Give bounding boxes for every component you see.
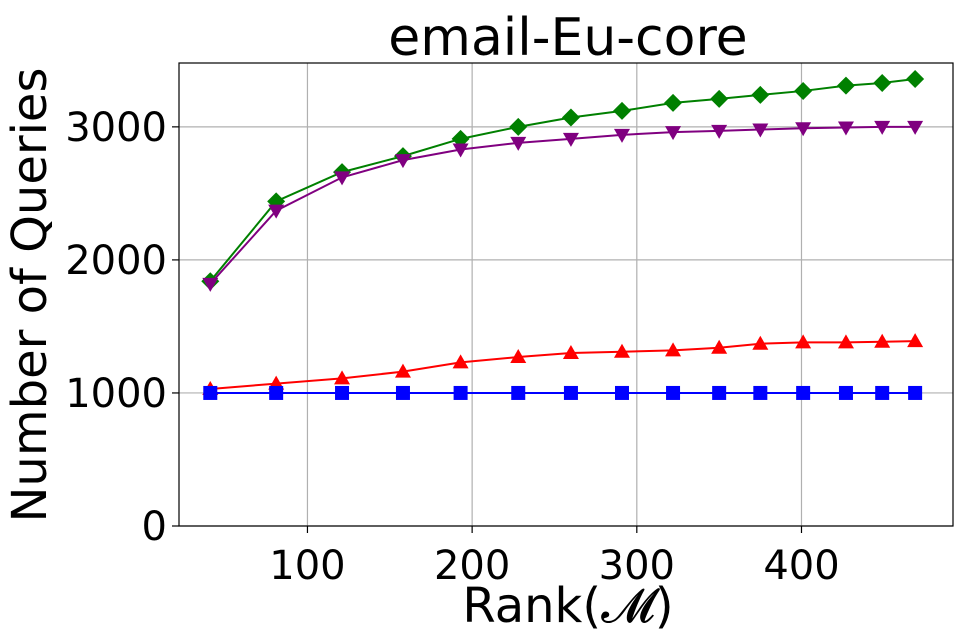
data-point xyxy=(334,171,351,186)
data-point xyxy=(664,93,683,112)
series-triangle-up xyxy=(202,333,924,395)
data-point xyxy=(907,333,924,348)
data-point xyxy=(334,370,351,385)
chart-title: email-Eu-core xyxy=(388,8,747,68)
data-point xyxy=(665,126,682,141)
data-point xyxy=(614,385,629,400)
data-point xyxy=(394,363,411,378)
data-point xyxy=(510,349,527,364)
data-point xyxy=(453,385,468,400)
data-point xyxy=(509,117,528,136)
data-point xyxy=(836,76,855,95)
data-point xyxy=(837,121,854,136)
series-diamond xyxy=(201,69,925,291)
data-point xyxy=(561,108,580,127)
data-point xyxy=(873,73,892,92)
data-point xyxy=(511,385,526,400)
data-point xyxy=(711,124,728,139)
x-axis-label: Rank(𝓜) xyxy=(462,578,673,634)
y-tick-label: 1000 xyxy=(65,371,167,417)
data-point xyxy=(335,385,350,400)
y-tick-label: 2000 xyxy=(65,238,167,284)
data-point xyxy=(874,120,891,135)
data-point xyxy=(794,81,813,100)
ticks: 100 200 300 400 0 1000 2000 3000 xyxy=(65,105,839,589)
data-point xyxy=(203,385,218,400)
y-tick-label: 0 xyxy=(142,504,167,550)
x-tick-label: 100 xyxy=(269,543,345,589)
data-point xyxy=(837,334,854,349)
data-point xyxy=(751,85,770,104)
series-square xyxy=(203,385,923,400)
data-point xyxy=(795,334,812,349)
data-point xyxy=(908,385,923,400)
data-point xyxy=(562,345,579,360)
data-point xyxy=(510,136,527,151)
data-point xyxy=(907,120,924,135)
data-point xyxy=(451,129,470,148)
data-point xyxy=(838,385,853,400)
series-layer xyxy=(201,69,925,400)
data-point xyxy=(666,385,681,400)
data-point xyxy=(612,101,631,120)
data-point xyxy=(874,333,891,348)
data-point xyxy=(796,385,811,400)
data-point xyxy=(875,385,890,400)
x-tick-label: 200 xyxy=(434,543,510,589)
data-point xyxy=(711,339,728,354)
data-point xyxy=(613,343,630,358)
data-point xyxy=(613,128,630,143)
data-point xyxy=(394,154,411,169)
data-point xyxy=(665,342,682,357)
x-tick-label: 300 xyxy=(599,543,675,589)
plot-frame xyxy=(178,62,954,527)
y-tick-label: 3000 xyxy=(65,105,167,151)
series-triangle-down xyxy=(202,120,924,292)
data-point xyxy=(712,385,727,400)
data-point xyxy=(752,335,769,350)
data-point xyxy=(452,143,469,158)
data-point xyxy=(268,204,285,219)
data-point xyxy=(906,69,925,88)
data-point xyxy=(202,277,219,292)
data-point xyxy=(753,385,768,400)
y-axis-label: Number of Queries xyxy=(2,68,58,523)
grid xyxy=(179,63,953,527)
data-point xyxy=(752,123,769,138)
data-point xyxy=(562,132,579,147)
data-point xyxy=(710,89,729,108)
data-point xyxy=(563,385,578,400)
data-point xyxy=(795,122,812,137)
x-tick-label: 400 xyxy=(763,543,839,589)
data-point xyxy=(452,354,469,369)
data-point xyxy=(269,385,284,400)
series-line xyxy=(209,77,916,282)
data-point xyxy=(395,385,410,400)
